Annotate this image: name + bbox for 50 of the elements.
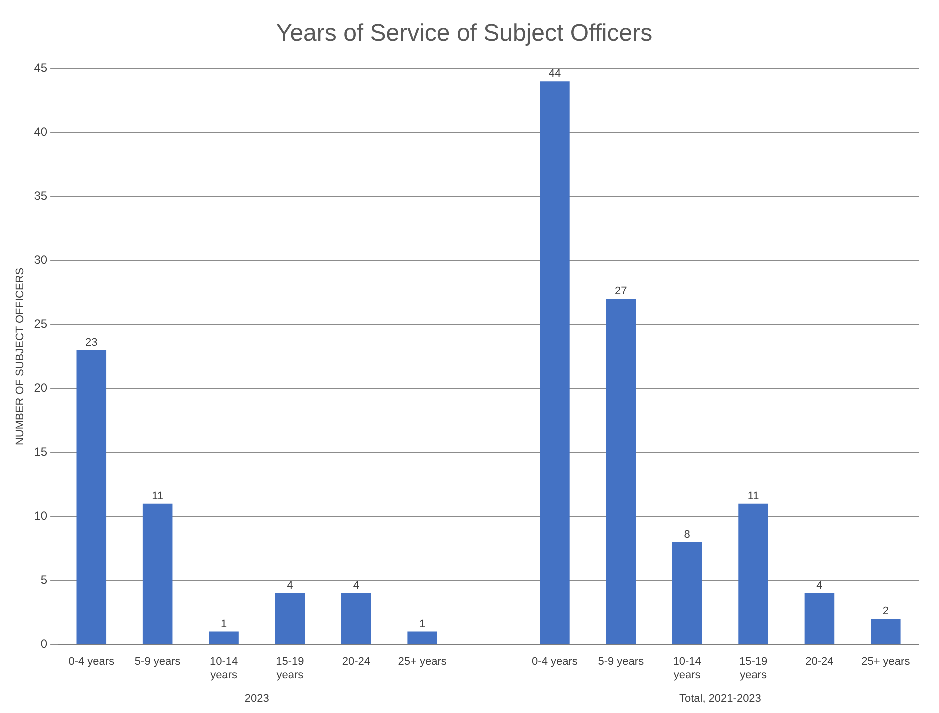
bar <box>606 299 636 644</box>
text: 2023 <box>244 693 270 706</box>
x-tick-label: 25+ years <box>862 656 911 668</box>
x-tick-label: 20-24 <box>806 656 834 668</box>
bar <box>871 619 901 644</box>
x-tick-label: 25+ years <box>398 656 448 668</box>
bar <box>209 632 239 644</box>
data-label: 27 <box>615 286 628 298</box>
y-tick-label: 10 <box>34 508 48 523</box>
y-axis-title: NUMBER OF SUBJECT OFFICERS <box>14 268 27 446</box>
y-tick-label: 5 <box>40 572 48 587</box>
data-label: 4 <box>816 580 823 592</box>
data-label: 11 <box>748 490 760 502</box>
bar <box>76 350 107 644</box>
data-label: 1 <box>420 618 426 630</box>
y-tick-label: 0 <box>40 636 48 651</box>
data-label: 4 <box>353 580 360 592</box>
data-label: 44 <box>548 68 562 80</box>
bar <box>672 542 702 644</box>
y-tick-label: 45 <box>34 61 48 76</box>
data-label: 11 <box>152 490 164 502</box>
x-tick-label: 10-14 years <box>673 656 702 682</box>
x-tick-label: 20-24 <box>342 656 370 668</box>
bar <box>142 504 173 644</box>
y-tick-label: 40 <box>34 125 48 140</box>
x-tick-label: 5-9 years <box>598 656 645 668</box>
y-tick-label: 20 <box>34 381 48 395</box>
chart-title: Years of Service of Subject Officers <box>276 20 653 48</box>
bar <box>738 504 768 644</box>
y-tick-label: 35 <box>34 189 48 204</box>
data-label: 4 <box>287 580 294 592</box>
text: Total, 2021-2023 <box>679 693 762 706</box>
x-tick-label: 5-9 years <box>134 656 182 668</box>
x-tick-label: 0-4 years <box>68 656 116 668</box>
bar <box>342 593 372 644</box>
bar <box>540 82 570 644</box>
x-tick-label: 15-19 years <box>739 656 768 682</box>
bar <box>275 593 306 644</box>
data-label: 1 <box>220 618 228 630</box>
y-tick-label: 15 <box>34 444 48 459</box>
y-tick-label: 30 <box>34 253 48 268</box>
data-label: 2 <box>882 606 889 618</box>
data-label: 8 <box>684 528 690 541</box>
x-tick-label: 10-14 years <box>210 656 238 682</box>
x-tick-label: 15-19 years <box>276 656 304 682</box>
data-label: 23 <box>86 336 98 349</box>
bar <box>804 593 835 644</box>
bar <box>408 632 438 644</box>
y-tick-label: 25 <box>34 317 48 332</box>
x-tick-label: 0-4 years <box>532 656 578 668</box>
